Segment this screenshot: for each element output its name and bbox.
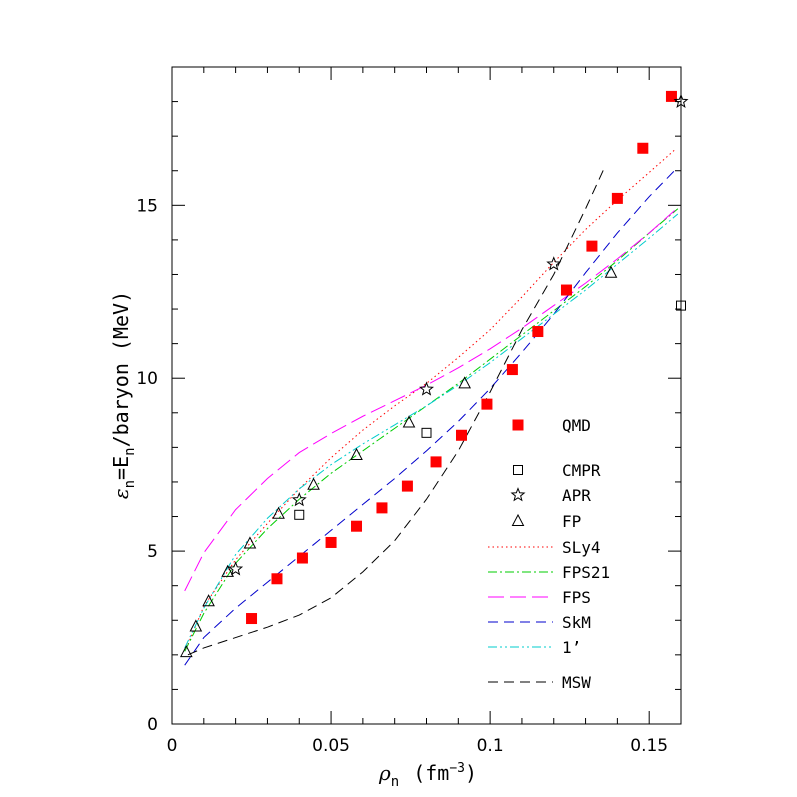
point-fp [402, 415, 416, 428]
point-qmd [611, 192, 623, 204]
x-tick-label: 0 [167, 736, 178, 756]
y-tick-label: 10 [136, 369, 158, 389]
y-tick-label: 15 [136, 196, 158, 216]
legend-label-msw: MSW [562, 673, 591, 692]
legend-label-1: 1’ [562, 638, 581, 657]
point-qmd [637, 142, 649, 154]
x-tick-label: 0.1 [477, 736, 504, 756]
legend-label-skm: SkM [562, 613, 591, 632]
series-line-fps [184, 210, 675, 592]
x-tick-label: 0.05 [312, 736, 350, 756]
x-axis-label: ρn (fm−3) [378, 761, 477, 790]
point-qmd [325, 536, 337, 548]
point-qmd [506, 364, 518, 376]
point-fp [243, 536, 257, 549]
point-qmd [532, 326, 544, 338]
legend-label-cmpr: CMPR [562, 461, 601, 480]
legend-marker-qmd [512, 419, 524, 431]
legend-marker-fp [511, 513, 525, 526]
legend-label-fps: FPS [562, 588, 591, 607]
ticks-layer: 0 0.05 0.1 0.15 0 5 10 15 [136, 67, 681, 756]
point-fp [604, 265, 618, 278]
point-qmd [481, 398, 493, 410]
point-fp [272, 506, 285, 519]
point-fp [179, 644, 193, 658]
point-qmd [296, 552, 308, 564]
x-tick-label: 0.15 [630, 736, 668, 756]
series-line-msw [187, 167, 606, 656]
legend-label-apr: APR [562, 486, 591, 505]
point-apr [419, 381, 434, 396]
point-qmd [246, 613, 258, 625]
point-qmd [401, 480, 413, 492]
point-qmd [376, 502, 388, 514]
point-qmd [665, 90, 677, 102]
y-tick-label: 0 [147, 715, 158, 735]
series-line-fps21 [184, 208, 679, 652]
legend-label-qmd: QMD [562, 416, 591, 435]
series-line-1 [184, 213, 679, 649]
legend-marker-cmpr [513, 465, 523, 475]
point-apr [546, 256, 562, 271]
point-apr [291, 492, 307, 507]
point-apr [228, 561, 244, 576]
point-qmd [560, 284, 572, 296]
legend-label-fps21: FPS21 [562, 563, 610, 582]
legend: QMD CMPR APR FP SLy4 FPS21 FPS SkM 1’ MSW [488, 416, 610, 692]
legend-label-sly4: SLy4 [562, 538, 601, 557]
plot-frame [171, 66, 682, 725]
y-tick-label: 5 [147, 542, 158, 562]
markers-layer [179, 90, 689, 658]
point-cmpr [421, 427, 432, 438]
point-qmd [586, 240, 598, 252]
series-line-sly4 [187, 149, 675, 645]
point-fp [189, 619, 203, 632]
series-line-skm [184, 166, 679, 666]
point-fp [221, 564, 234, 577]
point-fp [458, 376, 472, 389]
point-fp [307, 477, 320, 490]
point-qmd [351, 520, 363, 532]
point-qmd [271, 573, 283, 585]
legend-marker-apr [510, 487, 526, 502]
point-fp [350, 447, 363, 460]
point-fp [202, 594, 215, 607]
y-axis-label: εn=En/baryon (MeV) [109, 291, 138, 499]
point-qmd [430, 456, 442, 468]
legend-label-fp: FP [562, 512, 581, 531]
point-cmpr [294, 509, 305, 520]
point-qmd [455, 429, 467, 441]
lines-layer [184, 149, 679, 666]
